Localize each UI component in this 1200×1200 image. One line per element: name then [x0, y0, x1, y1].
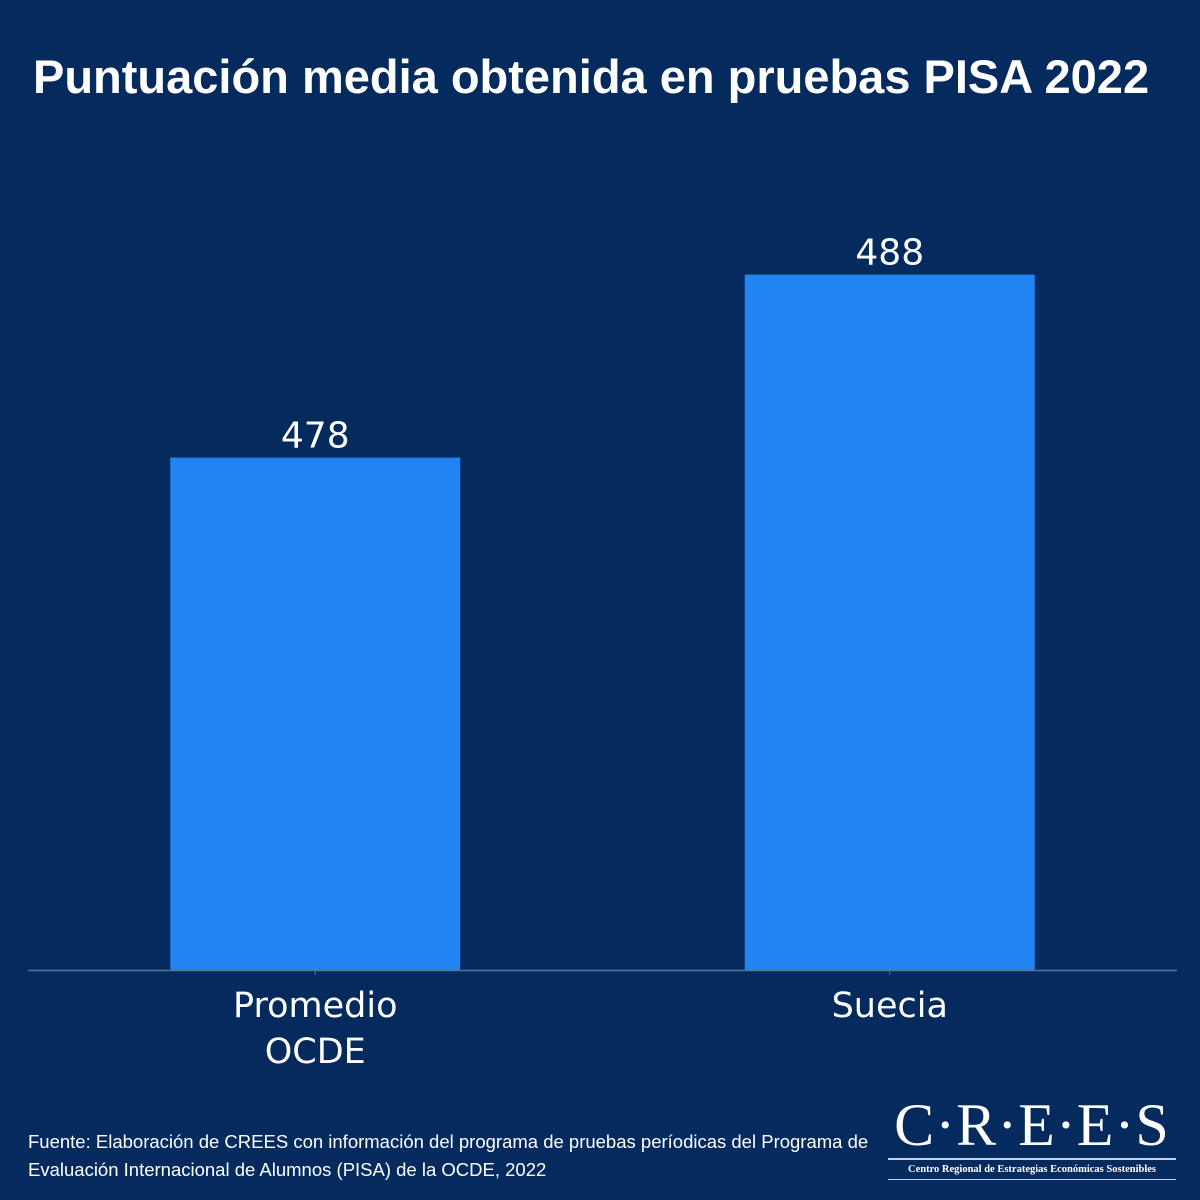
- category-label: OCDE: [265, 1032, 366, 1072]
- data-label: 478: [281, 416, 350, 457]
- source-note: Fuente: Elaboración de CREES con informa…: [28, 1131, 869, 1180]
- data-label: 488: [855, 233, 924, 274]
- bar-1: [744, 274, 1035, 971]
- logo-subtitle: Centro Regional de Estrategias Económica…: [907, 1164, 1156, 1175]
- logo-rule: [888, 1158, 1176, 1160]
- category-label: Suecia: [832, 986, 948, 1026]
- crees-logo: C·R·E·E·S Centro Regional de Estrategias…: [888, 1094, 1176, 1180]
- chart-title: Puntuación media obtenida en pruebas PIS…: [33, 50, 1150, 103]
- logo-rule-bottom: [888, 1179, 1176, 1180]
- category-label: Promedio: [233, 986, 398, 1026]
- logo-wordmark: C·R·E·E·S: [894, 1092, 1170, 1158]
- bar-0: [170, 457, 461, 971]
